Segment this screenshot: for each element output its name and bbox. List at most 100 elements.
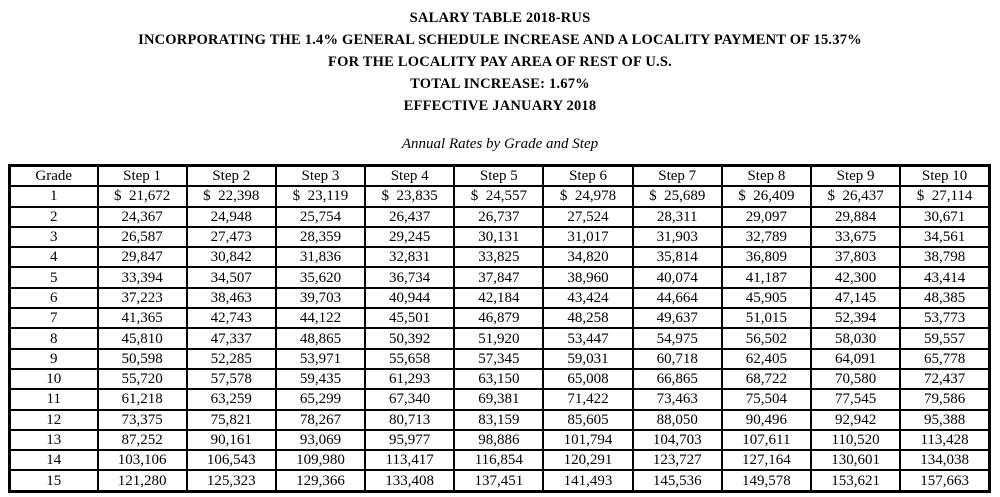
salary-cell: 35,620	[274, 266, 367, 289]
salary-cell: 25,754	[274, 205, 367, 228]
salary-cell: 37,223	[96, 286, 188, 310]
salary-cell: 43,414	[899, 266, 991, 289]
salary-cell: 47,337	[185, 327, 277, 350]
salary-cell: 27,473	[185, 225, 277, 249]
grade-cell: 5	[8, 266, 99, 289]
salary-cell: 44,122	[274, 307, 367, 330]
salary-cell: 33,825	[453, 246, 545, 269]
salary-cell: 42,300	[809, 266, 902, 289]
salary-cell: 71,422	[542, 388, 634, 411]
salary-cell: 123,727	[631, 449, 723, 472]
salary-cell: 113,428	[899, 428, 991, 452]
salary-cell: 29,245	[364, 225, 456, 249]
salary-cell: 109,980	[274, 449, 367, 472]
salary-cell: 38,798	[899, 246, 991, 269]
salary-cell: 38,960	[542, 266, 634, 289]
grade-cell: 15	[8, 469, 99, 493]
salary-cell: 130,601	[809, 449, 902, 472]
salary-cell: 45,810	[96, 327, 188, 350]
salary-cell: 80,713	[364, 408, 456, 431]
salary-cell: 103,106	[96, 449, 188, 472]
salary-cell: 73,375	[96, 408, 188, 431]
table-row-grade-9: 9 50,598 52,285 53,971 55,658 57,345 59,031 60,…	[8, 347, 991, 370]
salary-cell: 55,720	[96, 367, 188, 391]
salary-cell: 24,367	[96, 205, 188, 228]
salary-cell: 42,743	[185, 307, 277, 330]
salary-cell: 57,345	[453, 347, 545, 370]
salary-cell: 33,394	[96, 266, 188, 289]
salary-cell: $ 23,835	[364, 185, 456, 208]
salary-cell: 133,408	[364, 469, 456, 493]
column-header-step-6: Step 6	[542, 164, 634, 188]
salary-cell: 53,773	[899, 307, 991, 330]
salary-cell: 52,394	[809, 307, 902, 330]
salary-cell: 47,145	[809, 286, 902, 310]
salary-cell: 51,920	[453, 327, 545, 350]
salary-cell: 31,836	[274, 246, 367, 269]
salary-cell: 55,658	[364, 347, 456, 370]
salary-cell: 33,675	[809, 225, 902, 249]
salary-cell: 66,865	[631, 367, 723, 391]
salary-cell: 77,545	[809, 388, 902, 411]
title-line-3: FOR THE LOCALITY PAY AREA OF REST OF U.S…	[328, 54, 672, 70]
document-title-block: SALARY TABLE 2018-RUS INCORPORATING THE …	[0, 0, 1000, 117]
salary-cell: 104,703	[631, 428, 723, 452]
salary-cell: $ 21,672	[96, 185, 188, 208]
salary-cell: 153,621	[809, 469, 902, 493]
table-row-grade-6: 6 37,223 38,463 39,703 40,944 42,184 43,424 44,…	[8, 286, 991, 310]
salary-cell: 65,008	[542, 367, 634, 391]
salary-cell: $ 24,557	[453, 185, 545, 208]
salary-cell: 30,671	[899, 205, 991, 228]
salary-cell: 75,504	[720, 388, 813, 411]
grade-cell: 9	[8, 347, 99, 370]
grade-cell: 10	[8, 367, 99, 391]
salary-cell: 59,557	[899, 327, 991, 350]
salary-cell: 92,942	[809, 408, 902, 431]
salary-cell: 73,463	[631, 388, 723, 411]
salary-cell: 28,359	[274, 225, 367, 249]
salary-cell: 36,809	[720, 246, 813, 269]
table-subtitle: Annual Rates by Grade and Step	[401, 136, 599, 152]
salary-cell: $ 26,409	[720, 185, 813, 208]
table-row-grade-7: 7 41,365 42,743 44,122 45,501 46,879 48,258 49,…	[8, 307, 991, 330]
table-row-grade-5: 5 33,394 34,507 35,620 36,734 37,847 38,960 40,…	[8, 266, 991, 289]
salary-cell: 145,536	[631, 469, 723, 493]
salary-cell: 58,030	[809, 327, 902, 350]
table-row-grade-13: 13 87,252 90,161 93,069 95,977 98,886 101,794 1…	[8, 428, 991, 452]
grade-cell: 14	[8, 449, 99, 472]
salary-cell: 53,447	[542, 327, 634, 350]
salary-cell: 85,605	[542, 408, 634, 431]
salary-cell: 46,879	[453, 307, 545, 330]
salary-cell: 134,038	[899, 449, 991, 472]
salary-cell: 26,587	[96, 225, 188, 249]
salary-cell: 78,267	[274, 408, 367, 431]
salary-cell: 57,578	[185, 367, 277, 391]
grade-cell: 3	[8, 225, 99, 249]
salary-cell: 29,097	[720, 205, 813, 228]
table-row-grade-15: 15 121,280 125,323 129,366 133,408 137,451 141…	[8, 469, 991, 493]
salary-cell: $ 23,119	[274, 185, 367, 208]
salary-cell: 34,820	[542, 246, 634, 269]
grade-cell: 12	[8, 408, 99, 431]
salary-cell: 59,435	[274, 367, 367, 391]
salary-cell: 70,580	[809, 367, 902, 391]
salary-cell: 32,831	[364, 246, 456, 269]
salary-cell: 93,069	[274, 428, 367, 452]
column-header-step-3: Step 3	[274, 164, 367, 188]
salary-cell: 34,507	[185, 266, 277, 289]
grade-cell: 13	[8, 428, 99, 452]
salary-cell: 48,385	[899, 286, 991, 310]
salary-cell: 54,975	[631, 327, 723, 350]
table-row-grade-8: 8 45,810 47,337 48,865 50,392 51,920 53,447 54,…	[8, 327, 991, 350]
grade-cell: 11	[8, 388, 99, 411]
title-line-5: EFFECTIVE JANUARY 2018	[403, 98, 597, 114]
title-line-4: TOTAL INCREASE: 1.67%	[410, 76, 590, 92]
salary-cell: 37,847	[453, 266, 545, 289]
salary-cell: $ 25,689	[631, 185, 723, 208]
table-row-grade-2: 2 24,367 24,948 25,754 26,437 26,737 27,524 28,…	[8, 205, 991, 228]
salary-cell: 52,285	[185, 347, 277, 370]
salary-cell: 87,252	[96, 428, 188, 452]
salary-cell: 63,150	[453, 367, 545, 391]
salary-cell: 48,865	[274, 327, 367, 350]
